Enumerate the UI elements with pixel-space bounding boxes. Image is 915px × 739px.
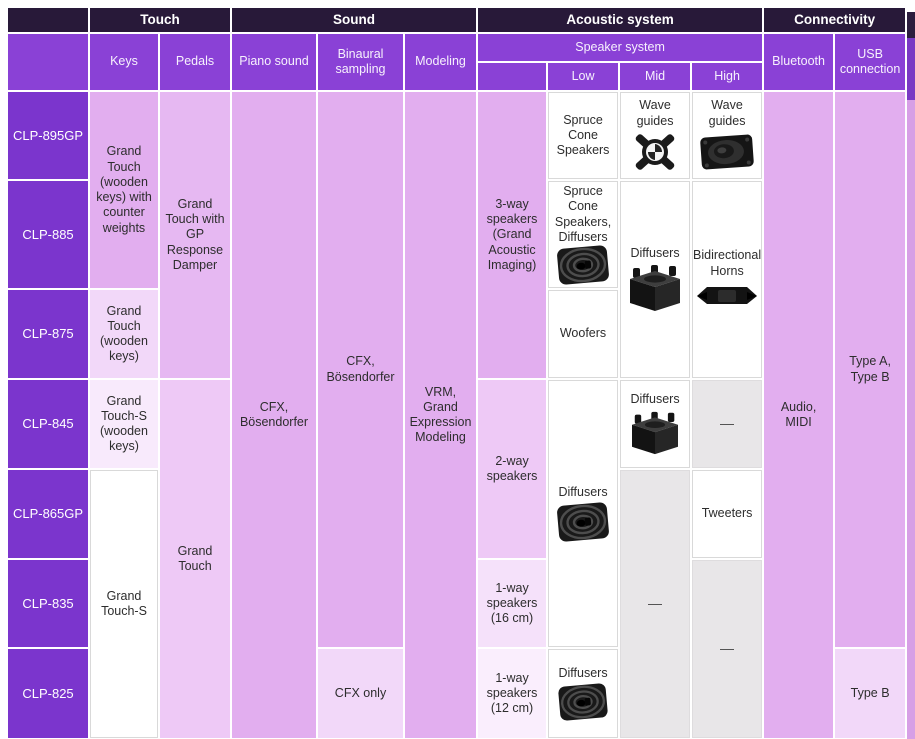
row-header-clp-835: CLP-835 — [8, 560, 88, 647]
cell-text: Diffusers — [558, 665, 608, 680]
diffuser-box-icon — [627, 410, 683, 456]
row-header-clp-875: CLP-875 — [8, 290, 88, 378]
cell-high-895: Wave guides — [692, 92, 763, 179]
cell-keys-845: Grand Touch-S (wooden keys) — [90, 380, 158, 468]
cell-binaural-825: CFX only — [318, 649, 403, 738]
cell-text: Wave guides — [636, 98, 674, 128]
cell-high-865: Tweeters — [692, 470, 763, 558]
cell-config-1way12: 1-way speakers (12 cm) — [478, 649, 547, 738]
cell-binaural-895-835: CFX, Bösendorfer — [318, 92, 403, 647]
cell-usb-895-835: Type A, Type B — [835, 92, 906, 647]
cell-pedals-895-875: Grand Touch with GP Response Damper — [160, 92, 230, 378]
group-header-sound: Sound — [232, 8, 477, 32]
group-header-connectivity: Connectivity — [764, 8, 906, 32]
corner-subcell — [8, 34, 88, 90]
col-header-binaural-sampling: Binaural sampling — [318, 34, 403, 90]
cell-pedals-845-825: Grand Touch — [160, 380, 230, 738]
col-header-bluetooth: Bluetooth — [764, 34, 834, 90]
bidirectional-horn-icon — [696, 281, 758, 311]
col-header-low: Low — [548, 63, 619, 90]
cell-low-875: Woofers — [548, 290, 619, 378]
edge-strip-dark-segment — [907, 12, 915, 38]
col-header-keys: Keys — [90, 34, 158, 90]
corner-cell — [8, 8, 88, 32]
cell-high-835-825-none: — — [692, 560, 763, 738]
col-header-modeling: Modeling — [405, 34, 477, 90]
cell-mid-885-875: Diffusers — [620, 181, 691, 378]
cell-low-845-835: Diffusers — [548, 380, 619, 647]
cell-low-885: Spruce Cone Speakers, Diffusers — [548, 181, 619, 288]
spec-comparison-page: Touch Sound Acoustic system Connectivity… — [0, 6, 915, 739]
row-header-clp-885: CLP-885 — [8, 181, 88, 288]
row-header-clp-865gp: CLP-865GP — [8, 470, 88, 558]
wave-guide-bracket-icon — [627, 131, 683, 173]
cell-bluetooth-all: Audio, MIDI — [764, 92, 834, 738]
cell-mid-895: Wave guides — [620, 92, 691, 179]
cell-usb-825: Type B — [835, 649, 906, 738]
cell-text: Wave guides — [708, 98, 746, 128]
cell-text: Bidirectional Horns — [693, 248, 762, 278]
cell-high-845-none: — — [692, 380, 763, 468]
round-speaker-grille-icon — [555, 683, 611, 721]
cell-text: Spruce Cone Speakers, Diffusers — [554, 184, 612, 244]
row-header-clp-845: CLP-845 — [8, 380, 88, 468]
cell-keys-875: Grand Touch (wooden keys) — [90, 290, 158, 378]
cell-config-3way: 3-way speakers (Grand Acoustic Imaging) — [478, 92, 547, 378]
row-header-clp-895gp: CLP-895GP — [8, 92, 88, 179]
cell-config-1way16: 1-way speakers (16 cm) — [478, 560, 547, 647]
col-header-usb-connection: USB connection — [835, 34, 906, 90]
col-header-high: High — [692, 63, 763, 90]
piano-spec-table: Touch Sound Acoustic system Connectivity… — [6, 6, 907, 739]
cell-text: Diffusers — [630, 245, 680, 260]
wave-guide-dome-icon — [697, 131, 757, 173]
cell-text: Diffusers — [630, 392, 680, 407]
round-speaker-grille-icon — [554, 245, 612, 285]
round-speaker-grille-icon — [554, 502, 612, 542]
cell-high-885-875: Bidirectional Horns — [692, 181, 763, 378]
edge-strip-pink-segment — [907, 100, 915, 739]
cell-piano-sound-all: CFX, Bösendorfer — [232, 92, 316, 738]
cell-config-2way: 2-way speakers — [478, 380, 547, 558]
col-header-mid: Mid — [620, 63, 691, 90]
group-header-touch: Touch — [90, 8, 230, 32]
col-header-piano-sound: Piano sound — [232, 34, 316, 90]
cell-text: Diffusers — [558, 484, 608, 499]
cell-keys-895-885: Grand Touch (wooden keys) with counter w… — [90, 92, 158, 288]
group-header-acoustic-system: Acoustic system — [478, 8, 763, 32]
edge-strip-purple-segment — [907, 38, 915, 100]
cell-mid-865-825-none: — — [620, 470, 691, 738]
cell-modeling-all: VRM, Grand Expression Modeling — [405, 92, 477, 738]
row-header-clp-825: CLP-825 — [8, 649, 88, 738]
diffuser-box-icon — [625, 263, 685, 313]
col-header-speaker-system: Speaker system — [478, 34, 763, 61]
table-right-edge-strip — [907, 12, 915, 739]
cell-low-825: Diffusers — [548, 649, 619, 738]
cell-mid-845: Diffusers — [620, 380, 691, 468]
cell-keys-865-825: Grand Touch-S — [90, 470, 158, 738]
speaker-config-header-spacer — [478, 63, 547, 90]
cell-low-895: Spruce Cone Speakers — [548, 92, 619, 179]
col-header-pedals: Pedals — [160, 34, 230, 90]
